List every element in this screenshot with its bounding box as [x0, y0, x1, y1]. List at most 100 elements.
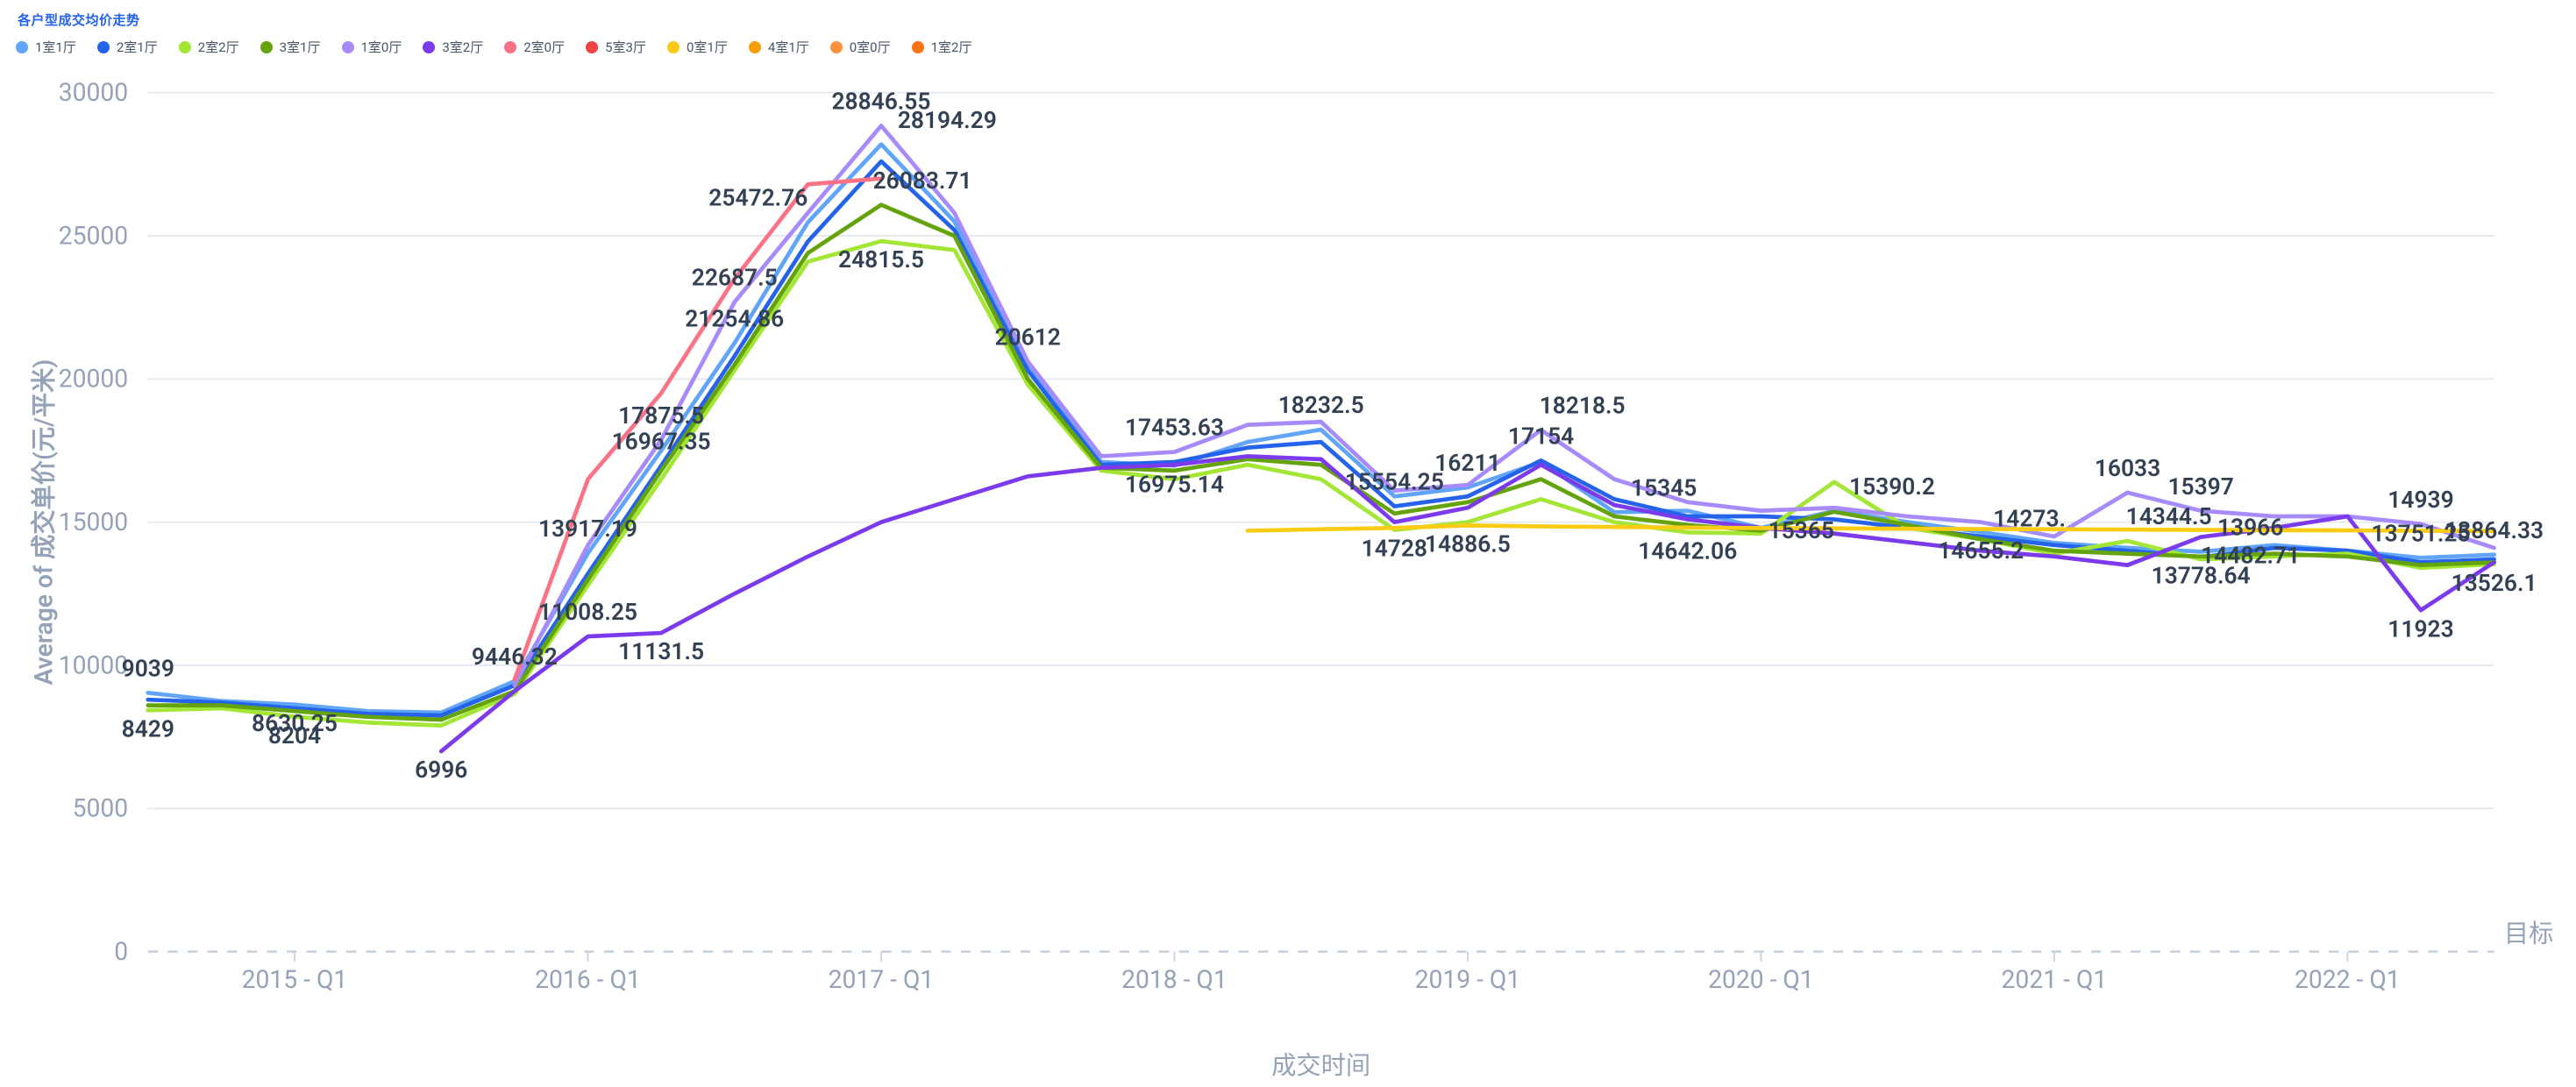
- legend-item-7[interactable]: 5室3厅: [586, 38, 646, 56]
- legend-label: 0室0厅: [850, 38, 891, 56]
- chart-plot-area: 0 5000 10000 15000 20000 25000 30000 目标 2015 - Q…: [16, 60, 2560, 1083]
- data-label: 16967.35: [612, 430, 711, 456]
- target-label: 目标: [2504, 919, 2554, 948]
- data-label: 14482.71: [2201, 544, 2300, 570]
- x-tick-label: 2016 - Q1: [535, 965, 641, 994]
- legend-label: 1室2厅: [931, 38, 972, 56]
- data-label: 28194.29: [898, 108, 997, 134]
- legend-label: 3室2厅: [442, 38, 483, 56]
- data-label: 11008.25: [538, 600, 637, 626]
- data-label: 26083.71: [873, 168, 972, 195]
- data-label: 17875.5: [618, 403, 704, 430]
- legend: 1室1厅 2室1厅 2室2厅 3室1厅 1室0厅 3室2厅 2室0厅 5室3厅 0室1厅 4室1厅…: [16, 38, 2560, 56]
- y-tick-label: 10000: [59, 650, 128, 679]
- legend-item-8[interactable]: 0室1厅: [667, 38, 728, 56]
- x-tick-label: 2017 - Q1: [829, 965, 935, 994]
- legend-swatch: [667, 41, 680, 53]
- legend-item-5[interactable]: 3室2厅: [423, 38, 483, 56]
- x-tick-label: 2019 - Q1: [1415, 965, 1521, 994]
- legend-item-11[interactable]: 1室2厅: [912, 38, 972, 56]
- legend-swatch: [342, 41, 354, 53]
- x-tick-label: 2015 - Q1: [242, 965, 348, 994]
- y-tick-label: 30000: [59, 78, 128, 107]
- y-tick-label: 5000: [73, 794, 129, 823]
- legend-label: 4室1厅: [768, 38, 809, 56]
- chart-title: 各户型成交均价走势: [18, 11, 2560, 29]
- data-label: 13917.19: [538, 516, 637, 543]
- y-axis-title: Average of 成交单价(元/平米): [29, 359, 58, 686]
- legend-swatch: [586, 41, 598, 53]
- data-label: 24815.5: [838, 247, 924, 274]
- data-label: 11131.5: [618, 639, 704, 665]
- legend-swatch: [830, 41, 843, 53]
- legend-label: 2室0厅: [523, 38, 565, 56]
- line-chart-svg: 0 5000 10000 15000 20000 25000 30000 目标 2015 - Q…: [16, 60, 2560, 1083]
- series-line-1[interactable]: [148, 161, 2494, 715]
- legend-swatch: [179, 41, 191, 53]
- data-label: 21254.86: [685, 306, 784, 332]
- data-label: 15365: [1768, 518, 1834, 544]
- chart-container: 各户型成交均价走势 1室1厅 2室1厅 2室2厅 3室1厅 1室0厅 3室2厅 2室0厅 5室…: [0, 0, 2576, 1087]
- series-line-4[interactable]: [515, 125, 2494, 685]
- data-label: 14642.06: [1638, 538, 1737, 565]
- data-label: 13864.33: [2444, 518, 2544, 544]
- legend-item-4[interactable]: 1室0厅: [342, 38, 402, 56]
- data-label: 15390.2: [1849, 474, 1935, 501]
- y-tick-label: 20000: [59, 365, 128, 394]
- legend-swatch: [749, 41, 761, 53]
- data-label: 9039: [122, 656, 174, 682]
- data-label: 8429: [122, 716, 174, 742]
- legend-item-9[interactable]: 4室1厅: [749, 38, 809, 56]
- data-label: 17154: [1508, 423, 1574, 450]
- x-axis-title: 成交时间: [1271, 1051, 1370, 1080]
- data-label: 20612: [995, 324, 1061, 351]
- y-tick-label: 15000: [59, 508, 128, 536]
- y-tick-label: 0: [114, 937, 128, 966]
- data-label: 14344.5: [2126, 504, 2212, 530]
- data-label: 15397: [2167, 474, 2233, 501]
- legend-item-0[interactable]: 1室1厅: [16, 38, 76, 56]
- legend-item-2[interactable]: 2室2厅: [179, 38, 239, 56]
- series-line-8[interactable]: [1248, 525, 2494, 530]
- data-label: 14273.: [1993, 507, 2066, 533]
- y-tick-label: 25000: [59, 221, 128, 250]
- legend-swatch: [912, 41, 924, 53]
- x-tick-label: 2021 - Q1: [2002, 965, 2108, 994]
- legend-label: 0室1厅: [687, 38, 728, 56]
- data-label: 22687.5: [692, 266, 778, 292]
- data-label: 14939: [2387, 487, 2453, 514]
- data-label: 6996: [415, 757, 467, 784]
- data-label: 16033: [2095, 456, 2160, 482]
- legend-item-3[interactable]: 3室1厅: [260, 38, 321, 56]
- legend-label: 3室1厅: [280, 38, 321, 56]
- legend-item-1[interactable]: 2室1厅: [97, 38, 158, 56]
- legend-swatch: [423, 41, 435, 53]
- legend-label: 1室0厅: [361, 38, 402, 56]
- data-label: 13966: [2217, 515, 2283, 542]
- data-label: 14886.5: [1425, 531, 1511, 558]
- legend-swatch: [504, 41, 516, 53]
- x-tick-label: 2020 - Q1: [1708, 965, 1814, 994]
- x-tick-label: 2018 - Q1: [1121, 965, 1228, 994]
- data-label: 17453.63: [1125, 416, 1224, 442]
- legend-label: 1室1厅: [35, 38, 76, 56]
- data-label: 8204: [268, 723, 321, 750]
- legend-swatch: [97, 41, 110, 53]
- data-label: 13526.1: [2451, 571, 2537, 597]
- data-label: 15345: [1631, 476, 1697, 502]
- series-line-6[interactable]: [515, 179, 2494, 680]
- series-line-0[interactable]: [148, 145, 2494, 713]
- legend-swatch: [16, 41, 28, 53]
- data-label: 11923: [2387, 616, 2453, 643]
- legend-label: 2室1厅: [117, 38, 158, 56]
- data-label: 18232.5: [1278, 393, 1364, 419]
- data-label: 15554.25: [1345, 470, 1444, 496]
- data-label: 9446.32: [472, 644, 558, 671]
- legend-swatch: [260, 41, 273, 53]
- legend-label: 2室2厅: [198, 38, 239, 56]
- legend-item-10[interactable]: 0室0厅: [830, 38, 891, 56]
- data-label: 16211: [1434, 451, 1500, 477]
- x-tick-label: 2022 - Q1: [2295, 965, 2401, 994]
- legend-item-6[interactable]: 2室0厅: [504, 38, 565, 56]
- data-label: 16975.14: [1125, 472, 1224, 498]
